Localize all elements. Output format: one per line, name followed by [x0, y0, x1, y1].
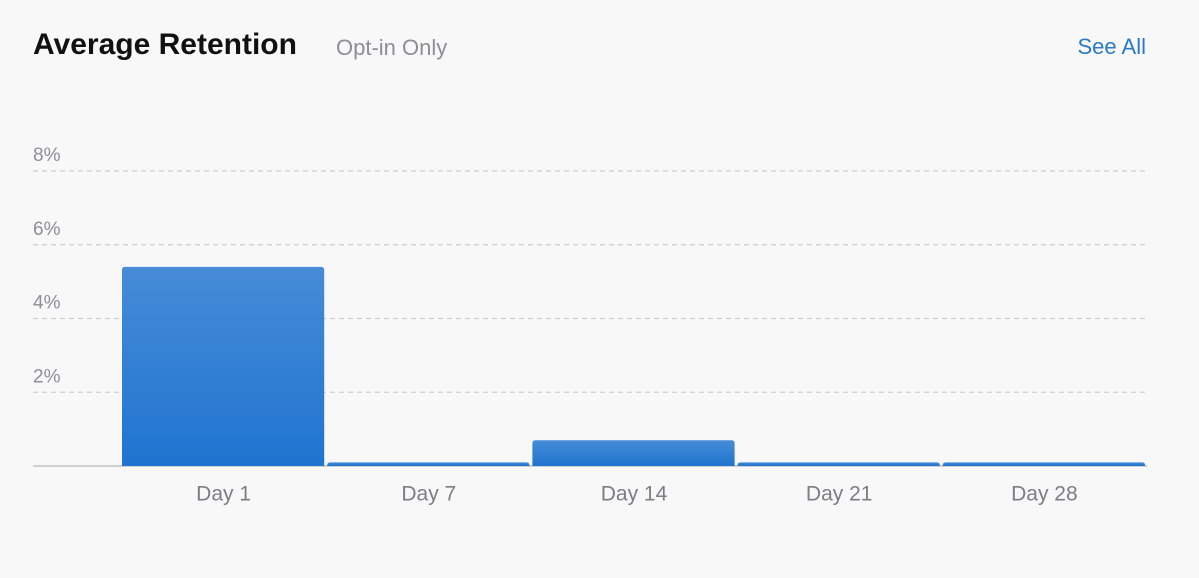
chart-subtitle: Opt-in Only	[336, 35, 447, 60]
x-tick-label: Day 7	[401, 483, 456, 506]
bar	[942, 462, 1145, 466]
x-tick-label: Day 14	[601, 483, 668, 506]
bar	[737, 462, 940, 466]
y-tick-label: 4%	[33, 293, 61, 314]
x-tick-label: Day 28	[1011, 483, 1078, 506]
y-tick-label: 2%	[33, 366, 61, 387]
see-all-link[interactable]: See All	[1078, 34, 1147, 59]
x-tick-label: Day 1	[196, 483, 251, 506]
bar	[532, 440, 735, 466]
x-tick-label: Day 21	[806, 483, 873, 506]
bar	[327, 462, 530, 466]
bar	[122, 266, 325, 466]
y-tick-label: 6%	[33, 219, 61, 240]
chart-title: Average Retention	[33, 28, 297, 61]
y-tick-label: 8%	[33, 145, 61, 166]
